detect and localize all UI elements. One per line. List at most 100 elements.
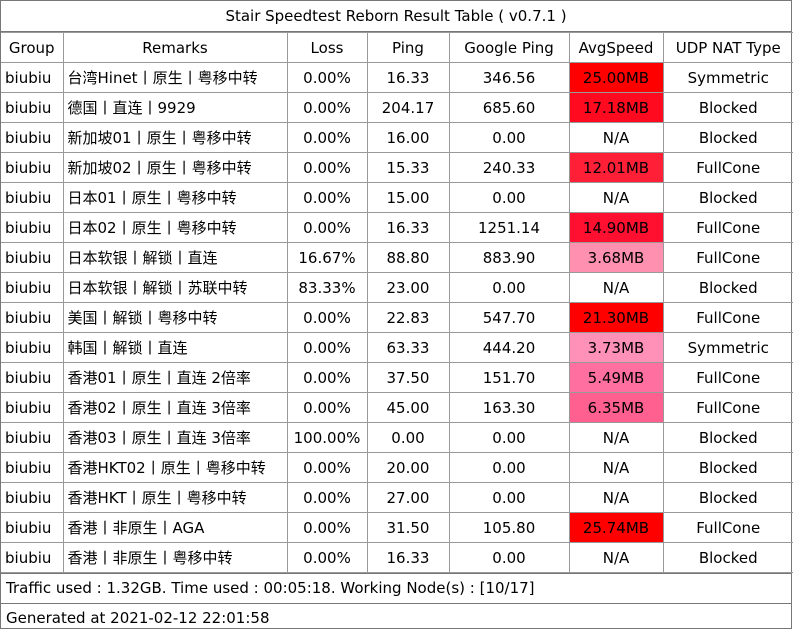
cell-group: biubiu (1, 512, 64, 543)
cell-udp-nat-type: FullCone (662, 212, 793, 243)
cell-google-ping: 0.00 (448, 452, 570, 483)
cell-group: biubiu (1, 452, 64, 483)
header-group: Group (1, 32, 64, 63)
cell-group: biubiu (1, 242, 64, 273)
cell-group: biubiu (1, 482, 64, 513)
cell-loss: 0.00% (286, 62, 368, 93)
table-row: biubiu 韩国丨解锁丨直连 0.00% 63.33 444.20 3.73MB Symm… (1, 332, 793, 363)
cell-remarks: 日本软银丨解锁丨苏联中转 (62, 272, 288, 303)
cell-google-ping: 0.00 (448, 182, 570, 213)
cell-remarks: 香港01丨原生丨直连 2倍率 (62, 362, 288, 393)
cell-ping: 88.80 (366, 242, 450, 273)
table-row: biubiu 香港HKT丨原生丨粤移中转 0.00% 27.00 0.00 N/A Bloc… (1, 482, 793, 513)
cell-udp-nat-type: FullCone (662, 512, 793, 543)
cell-remarks: 香港丨非原生丨AGA (62, 512, 288, 543)
cell-avg-speed: 25.00MB (568, 62, 664, 93)
cell-remarks: 香港HKT02丨原生丨粤移中转 (62, 452, 288, 483)
cell-avg-speed: N/A (568, 452, 664, 483)
cell-ping: 37.50 (366, 362, 450, 393)
table-row: biubiu 香港丨非原生丨AGA 0.00% 31.50 105.80 25.74MB F… (1, 512, 793, 543)
cell-remarks: 香港HKT丨原生丨粤移中转 (62, 482, 288, 513)
header-loss: Loss (286, 32, 368, 63)
cell-loss: 0.00% (286, 452, 368, 483)
cell-group: biubiu (1, 542, 64, 573)
cell-avg-speed: 14.90MB (568, 212, 664, 243)
table-row: biubiu 新加坡01丨原生丨粤移中转 0.00% 16.00 0.00 N/A Bloc… (1, 122, 793, 153)
cell-loss: 0.00% (286, 362, 368, 393)
cell-udp-nat-type: Blocked (662, 542, 793, 573)
table-row: biubiu 台湾Hinet丨原生丨粤移中转 0.00% 16.33 346.56 25.… (1, 62, 793, 93)
table-row: biubiu 日本软银丨解锁丨直连 16.67% 88.80 883.90 3.68MB F… (1, 242, 793, 273)
cell-udp-nat-type: FullCone (662, 392, 793, 423)
cell-udp-nat-type: FullCone (662, 362, 793, 393)
cell-remarks: 德国丨直连丨9929 (62, 92, 288, 123)
cell-group: biubiu (1, 152, 64, 183)
cell-group: biubiu (1, 302, 64, 333)
cell-remarks: 日本01丨原生丨粤移中转 (62, 182, 288, 213)
cell-remarks: 台湾Hinet丨原生丨粤移中转 (62, 62, 288, 93)
cell-loss: 83.33% (286, 272, 368, 303)
cell-google-ping: 444.20 (448, 332, 570, 363)
cell-remarks: 日本02丨原生丨粤移中转 (62, 212, 288, 243)
cell-google-ping: 0.00 (448, 122, 570, 153)
cell-avg-speed: 25.74MB (568, 512, 664, 543)
cell-ping: 0.00 (366, 422, 450, 453)
cell-google-ping: 0.00 (448, 542, 570, 573)
cell-google-ping: 685.60 (448, 92, 570, 123)
cell-udp-nat-type: FullCone (662, 242, 793, 273)
cell-remarks: 美国丨解锁丨粤移中转 (62, 302, 288, 333)
cell-avg-speed: N/A (568, 482, 664, 513)
table-row: biubiu 香港丨非原生丨粤移中转 0.00% 16.33 0.00 N/A Blocke… (1, 542, 793, 573)
table-row: biubiu 香港02丨原生丨直连 3倍率 0.00% 45.00 163.30 6.35… (1, 392, 793, 423)
cell-avg-speed: N/A (568, 122, 664, 153)
cell-udp-nat-type: Symmetric (662, 332, 793, 363)
cell-google-ping: 346.56 (448, 62, 570, 93)
cell-avg-speed: 12.01MB (568, 152, 664, 183)
cell-group: biubiu (1, 422, 64, 453)
cell-google-ping: 240.33 (448, 152, 570, 183)
header-row: Group Remarks Loss Ping Google Ping AvgS… (1, 32, 793, 63)
cell-remarks: 香港02丨原生丨直连 3倍率 (62, 392, 288, 423)
cell-avg-speed: 5.49MB (568, 362, 664, 393)
cell-group: biubiu (1, 122, 64, 153)
cell-udp-nat-type: Blocked (662, 422, 793, 453)
header-ping: Ping (366, 32, 450, 63)
table-row: biubiu 日本软银丨解锁丨苏联中转 83.33% 23.00 0.00 N/A Bloc… (1, 272, 793, 303)
cell-avg-speed: N/A (568, 272, 664, 303)
cell-remarks: 日本软银丨解锁丨直连 (62, 242, 288, 273)
cell-avg-speed: N/A (568, 422, 664, 453)
cell-loss: 16.67% (286, 242, 368, 273)
cell-loss: 0.00% (286, 542, 368, 573)
header-avg-speed: AvgSpeed (568, 32, 664, 63)
cell-remarks: 韩国丨解锁丨直连 (62, 332, 288, 363)
footer-traffic: Traffic used : 1.32GB. Time used : 00:05… (1, 573, 791, 603)
cell-google-ping: 0.00 (448, 422, 570, 453)
cell-google-ping: 547.70 (448, 302, 570, 333)
table-row: biubiu 美国丨解锁丨粤移中转 0.00% 22.83 547.70 21.30MB F… (1, 302, 793, 333)
cell-google-ping: 883.90 (448, 242, 570, 273)
cell-loss: 0.00% (286, 302, 368, 333)
cell-google-ping: 0.00 (448, 482, 570, 513)
cell-google-ping: 1251.14 (448, 212, 570, 243)
table-row: biubiu 香港01丨原生丨直连 2倍率 0.00% 37.50 151.70 5.49… (1, 362, 793, 393)
cell-ping: 16.00 (366, 122, 450, 153)
cell-group: biubiu (1, 182, 64, 213)
cell-ping: 23.00 (366, 272, 450, 303)
cell-ping: 45.00 (366, 392, 450, 423)
cell-udp-nat-type: Blocked (662, 182, 793, 213)
cell-loss: 100.00% (286, 422, 368, 453)
cell-remarks: 香港03丨原生丨直连 3倍率 (62, 422, 288, 453)
cell-remarks: 香港丨非原生丨粤移中转 (62, 542, 288, 573)
cell-udp-nat-type: FullCone (662, 302, 793, 333)
cell-avg-speed: 21.30MB (568, 302, 664, 333)
cell-google-ping: 105.80 (448, 512, 570, 543)
cell-avg-speed: N/A (568, 182, 664, 213)
cell-loss: 0.00% (286, 482, 368, 513)
cell-avg-speed: N/A (568, 542, 664, 573)
cell-google-ping: 163.30 (448, 392, 570, 423)
footer-generated: Generated at 2021-02-12 22:01:58 (1, 603, 791, 633)
table-body: biubiu 台湾Hinet丨原生丨粤移中转 0.00% 16.33 346.56 25.… (1, 62, 793, 573)
cell-udp-nat-type: Blocked (662, 452, 793, 483)
table-row: biubiu 日本02丨原生丨粤移中转 0.00% 16.33 1251.14 14.90… (1, 212, 793, 243)
cell-ping: 15.33 (366, 152, 450, 183)
